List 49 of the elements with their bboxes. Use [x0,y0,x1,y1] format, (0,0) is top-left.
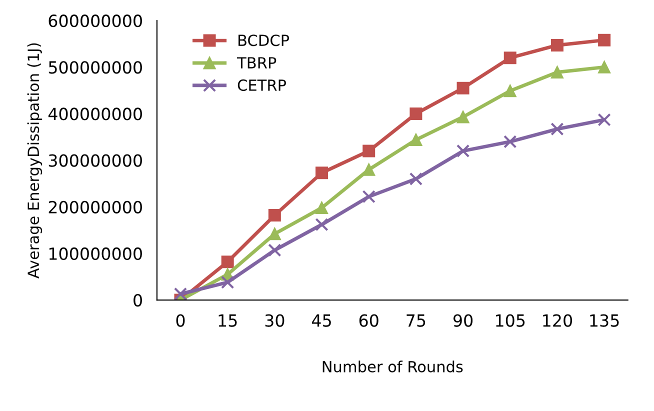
x-tick-label: 45 [312,314,331,327]
x-tick-label: 15 [218,314,237,327]
point [220,276,234,289]
y-tick-label: 400000000 [48,108,142,120]
point [268,209,281,222]
y-tick-label: 0 [134,294,142,307]
point [410,107,422,120]
point [550,38,564,52]
legend-label: TBRP [236,57,276,68]
point [598,113,611,126]
point [504,135,517,148]
point [456,144,470,158]
point [456,82,470,94]
point [174,287,188,300]
y-tick-label: 300000000 [48,154,142,167]
x-tick-label: 135 [590,314,619,327]
point [550,122,564,136]
y-tick-label: 600000000 [48,14,142,28]
legend-label: CETRP [238,79,286,91]
y-tick-label: 100000000 [49,247,142,260]
point [409,172,423,186]
point [504,52,516,64]
x-tick-label: 90 [453,314,473,327]
x-axis-title: Number of Rounds [322,360,463,372]
y-axis-title: Average EnergyDissipation (1J) [27,43,42,278]
point [598,34,611,46]
x-tick-label: 105 [496,314,525,327]
x-tick-label: 120 [543,314,572,327]
point [221,256,234,268]
point [316,166,328,180]
point [456,110,470,124]
point [550,66,564,79]
point [504,84,516,98]
point [598,60,611,74]
x-tick-label: 60 [359,314,378,327]
point [268,228,281,240]
x-tick-label: 0 [176,314,185,327]
point [315,218,328,232]
y-tick-label: 500000000 [48,61,142,74]
x-tick-label: 30 [265,314,284,327]
y-tick-label: 200000000 [48,200,142,214]
legend-label: BCDCP [238,34,290,46]
point [362,190,376,204]
point [268,244,282,257]
x-tick-label: 75 [406,314,426,327]
point [362,144,376,158]
point [410,134,422,146]
point [362,163,376,176]
point [316,202,328,214]
